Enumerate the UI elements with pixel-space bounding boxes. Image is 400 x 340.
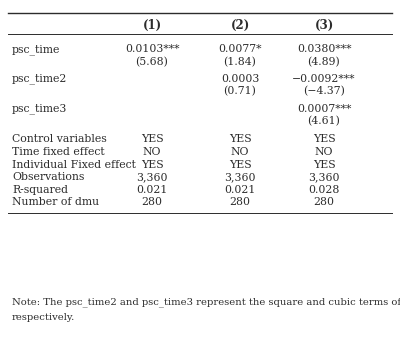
Text: (−4.37): (−4.37) bbox=[303, 86, 345, 97]
Text: Note: The psc_time2 and psc_time3 represent the square and cubic terms of psc_ti: Note: The psc_time2 and psc_time3 repres… bbox=[12, 298, 400, 307]
Text: 280: 280 bbox=[314, 197, 334, 207]
Text: YES: YES bbox=[141, 159, 163, 170]
Text: 3,360: 3,360 bbox=[308, 172, 340, 182]
Text: YES: YES bbox=[229, 134, 251, 144]
Text: NO: NO bbox=[231, 147, 249, 157]
Text: respectively.: respectively. bbox=[12, 313, 75, 322]
Text: (1): (1) bbox=[142, 19, 162, 32]
Text: 0.0380***: 0.0380*** bbox=[297, 44, 351, 54]
Text: R-squared: R-squared bbox=[12, 185, 68, 195]
Text: YES: YES bbox=[141, 134, 163, 144]
Text: Number of dmu: Number of dmu bbox=[12, 197, 99, 207]
Text: (0.71): (0.71) bbox=[224, 86, 256, 97]
Text: 0.0003: 0.0003 bbox=[221, 74, 259, 84]
Text: 0.0103***: 0.0103*** bbox=[125, 44, 179, 54]
Text: YES: YES bbox=[313, 134, 335, 144]
Text: psc_time: psc_time bbox=[12, 44, 60, 55]
Text: 3,360: 3,360 bbox=[136, 172, 168, 182]
Text: Observations: Observations bbox=[12, 172, 84, 182]
Text: NO: NO bbox=[143, 147, 161, 157]
Text: Time fixed effect: Time fixed effect bbox=[12, 147, 105, 157]
Text: NO: NO bbox=[315, 147, 333, 157]
Text: psc_time2: psc_time2 bbox=[12, 73, 67, 84]
Text: Control variables: Control variables bbox=[12, 134, 107, 144]
Text: 3,360: 3,360 bbox=[224, 172, 256, 182]
Text: YES: YES bbox=[229, 159, 251, 170]
Text: (4.61): (4.61) bbox=[308, 116, 340, 126]
Text: (4.89): (4.89) bbox=[308, 57, 340, 67]
Text: (3): (3) bbox=[314, 19, 334, 32]
Text: (2): (2) bbox=[230, 19, 250, 32]
Text: 280: 280 bbox=[230, 197, 250, 207]
Text: 0.021: 0.021 bbox=[136, 185, 168, 195]
Text: 0.021: 0.021 bbox=[224, 185, 256, 195]
Text: 0.0077*: 0.0077* bbox=[218, 44, 262, 54]
Text: psc_time3: psc_time3 bbox=[12, 103, 67, 114]
Text: 0.028: 0.028 bbox=[308, 185, 340, 195]
Text: −0.0092***: −0.0092*** bbox=[292, 74, 356, 84]
Text: (5.68): (5.68) bbox=[136, 57, 168, 67]
Text: 280: 280 bbox=[142, 197, 162, 207]
Text: 0.0007***: 0.0007*** bbox=[297, 104, 351, 114]
Text: Individual Fixed effect: Individual Fixed effect bbox=[12, 159, 136, 170]
Text: (1.84): (1.84) bbox=[224, 57, 256, 67]
Text: YES: YES bbox=[313, 159, 335, 170]
